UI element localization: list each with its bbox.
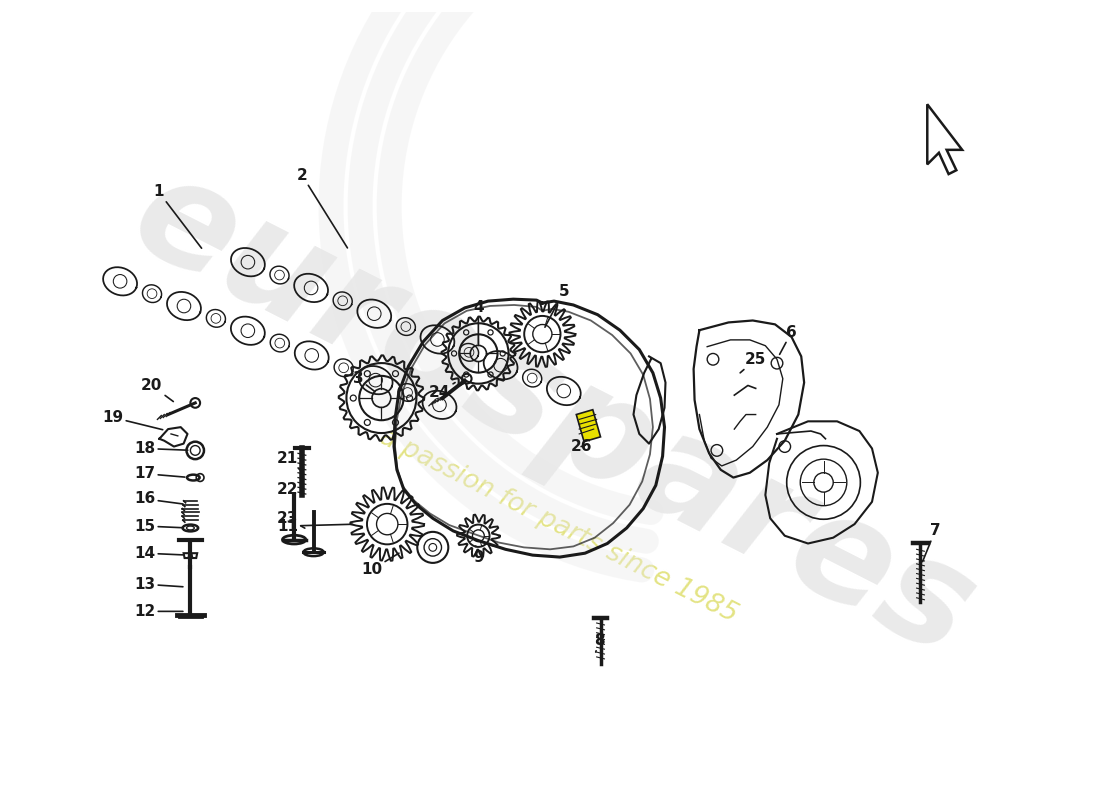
Text: 18: 18: [134, 441, 188, 456]
Text: 23: 23: [277, 510, 305, 528]
Text: 1: 1: [153, 184, 201, 248]
Text: 12: 12: [134, 604, 183, 619]
Text: 22: 22: [276, 482, 298, 502]
Polygon shape: [576, 410, 601, 442]
Text: 4: 4: [473, 300, 484, 344]
Text: 15: 15: [134, 518, 183, 534]
Text: eurospares: eurospares: [111, 142, 997, 686]
Text: 3: 3: [353, 371, 375, 392]
Text: 13: 13: [134, 577, 183, 592]
Text: 6: 6: [780, 325, 796, 354]
Text: 21: 21: [277, 450, 300, 470]
Text: 5: 5: [544, 284, 569, 327]
Text: 24: 24: [429, 382, 455, 400]
Text: 25: 25: [740, 352, 767, 373]
Text: 26: 26: [571, 439, 592, 454]
Text: 19: 19: [102, 410, 163, 430]
Text: 11: 11: [277, 518, 353, 534]
Text: a passion for parts since 1985: a passion for parts since 1985: [375, 424, 742, 628]
Text: 16: 16: [134, 491, 183, 506]
Text: 17: 17: [134, 466, 185, 481]
Text: 14: 14: [134, 546, 183, 561]
Text: 2: 2: [297, 167, 348, 248]
Text: 8: 8: [594, 633, 605, 652]
Text: 10: 10: [361, 553, 399, 577]
Text: 9: 9: [473, 546, 484, 565]
Text: 20: 20: [141, 378, 174, 402]
Text: 7: 7: [923, 523, 940, 562]
